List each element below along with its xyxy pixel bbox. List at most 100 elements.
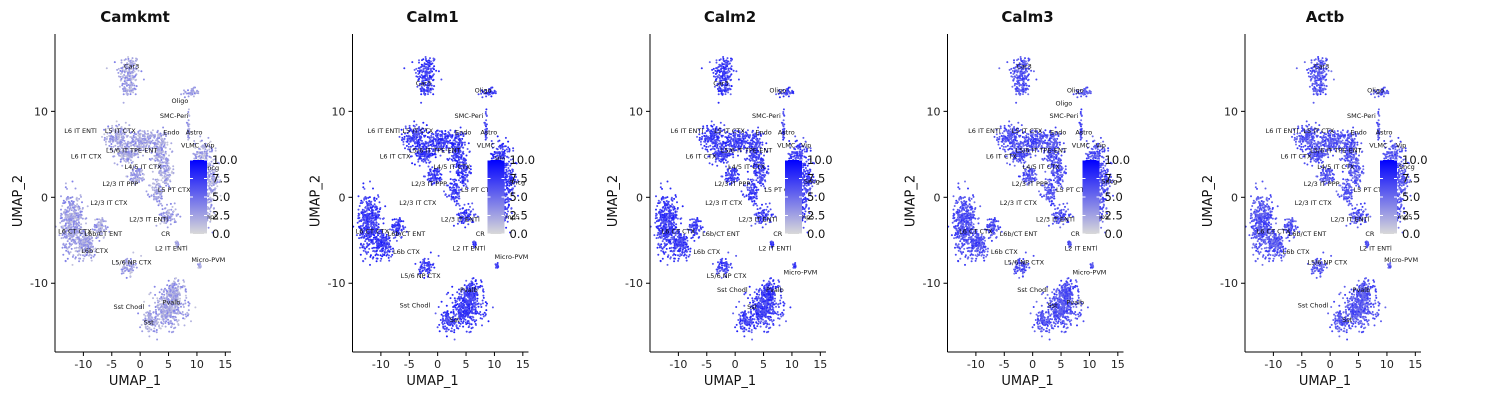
- umap-point: [196, 91, 199, 94]
- umap-point: [129, 155, 132, 158]
- umap-point: [460, 172, 463, 175]
- umap-point: [158, 148, 161, 151]
- umap-point: [401, 139, 403, 141]
- umap-point: [171, 286, 174, 289]
- umap-point: [67, 251, 70, 254]
- umap-point: [151, 170, 154, 173]
- umap-point: [160, 313, 163, 316]
- x-tick-label: 15: [218, 358, 232, 371]
- umap-point: [449, 129, 452, 132]
- umap-point: [134, 142, 137, 145]
- panel-title: Camkmt: [100, 8, 170, 26]
- umap-point: [463, 143, 466, 146]
- umap-point: [504, 136, 507, 139]
- umap-point: [139, 142, 142, 145]
- umap-point: [69, 223, 72, 226]
- umap-point: [62, 236, 65, 239]
- umap-point: [156, 304, 159, 307]
- umap-point: [145, 190, 148, 193]
- umap-point: [163, 293, 166, 296]
- umap-point: [117, 71, 120, 74]
- umap-point: [68, 245, 71, 248]
- umap-point: [132, 269, 135, 272]
- umap-point: [172, 210, 175, 213]
- umap-point: [180, 93, 183, 96]
- umap-point: [468, 151, 471, 153]
- umap-point: [68, 242, 71, 245]
- umap-point: [365, 209, 368, 212]
- umap-point: [185, 296, 188, 299]
- umap-point: [434, 138, 437, 141]
- y-tick-label: 0: [41, 191, 48, 204]
- umap-point: [163, 314, 166, 317]
- umap-point: [121, 156, 124, 159]
- umap-point: [141, 176, 144, 179]
- umap-point: [138, 181, 141, 184]
- umap-point: [167, 321, 170, 324]
- umap-point: [194, 154, 197, 157]
- umap-point: [209, 196, 212, 199]
- umap-point: [177, 319, 180, 322]
- umap-point: [67, 200, 70, 203]
- umap-point: [503, 145, 506, 148]
- umap-point: [181, 311, 184, 313]
- umap-point: [152, 311, 155, 314]
- umap-point: [129, 78, 132, 80]
- umap-point: [455, 200, 458, 203]
- umap-point: [455, 172, 458, 174]
- umap-point: [85, 242, 88, 245]
- umap-point: [160, 149, 163, 151]
- umap-point: [431, 175, 434, 177]
- umap-point: [366, 208, 369, 210]
- umap-point: [428, 136, 431, 139]
- umap-point: [153, 158, 156, 161]
- umap-point: [424, 70, 427, 73]
- umap-point: [140, 138, 142, 141]
- umap-point: [60, 208, 62, 211]
- umap-point: [446, 142, 449, 145]
- umap-point: [137, 312, 140, 315]
- umap-point: [125, 82, 128, 84]
- umap-point: [96, 218, 99, 221]
- umap-point: [190, 88, 193, 90]
- umap-point: [105, 137, 108, 140]
- umap-point: [207, 181, 210, 184]
- umap-point: [132, 91, 135, 94]
- umap-point: [156, 136, 159, 139]
- umap-point: [159, 155, 162, 158]
- umap-point: [166, 212, 169, 215]
- umap-point: [409, 140, 412, 143]
- umap-point: [72, 215, 75, 218]
- umap-point: [437, 132, 440, 135]
- umap-point: [448, 194, 451, 197]
- umap-point: [433, 85, 436, 88]
- umap-point: [153, 143, 156, 146]
- umap-point: [165, 157, 168, 160]
- umap-point: [446, 184, 449, 187]
- umap-point: [146, 137, 149, 140]
- umap-point: [362, 259, 365, 262]
- umap-point: [160, 314, 163, 317]
- umap-point: [173, 202, 176, 205]
- umap-point: [177, 309, 180, 312]
- umap-point: [462, 180, 464, 183]
- umap-point: [149, 184, 152, 187]
- umap-point: [421, 59, 423, 62]
- umap-point: [427, 173, 430, 176]
- umap-point: [185, 121, 188, 124]
- umap-point: [199, 266, 201, 269]
- umap-point: [432, 136, 435, 139]
- umap-point: [135, 65, 138, 68]
- umap-point: [459, 139, 462, 142]
- cluster-label: L5 PT CTX: [158, 186, 191, 194]
- umap-point: [138, 173, 141, 176]
- umap-point: [61, 246, 64, 249]
- umap-point: [506, 150, 509, 153]
- umap-point: [449, 188, 452, 191]
- cluster-label: Sst Chodl: [113, 303, 144, 311]
- umap-point: [132, 266, 135, 269]
- umap-point: [162, 290, 165, 293]
- umap-point: [77, 254, 79, 257]
- umap-point: [404, 147, 406, 150]
- umap-point: [464, 178, 467, 181]
